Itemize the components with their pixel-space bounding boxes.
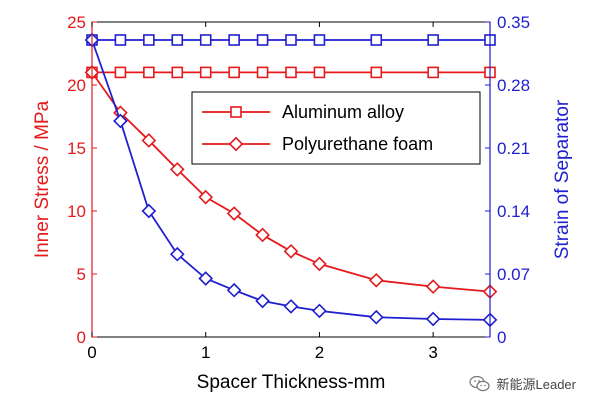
series-4-marker	[255, 293, 270, 309]
x-axis-title: Spacer Thickness-mm	[197, 372, 386, 393]
left-y-tick-label: 0	[77, 328, 86, 347]
series-1-marker	[143, 66, 155, 79]
series-2-marker	[141, 133, 157, 148]
right-y-tick-label: 0.28	[497, 76, 530, 95]
series-2-marker	[425, 279, 441, 294]
wechat-icon	[468, 375, 490, 391]
right-y-tick-label: 0.35	[497, 13, 530, 32]
left-y-tick-label: 15	[67, 139, 86, 158]
left-y-tick-label: 5	[77, 265, 86, 284]
series-1-marker	[370, 66, 383, 79]
series-2-marker	[198, 189, 214, 205]
series-2-marker	[255, 227, 270, 243]
series-4-marker	[113, 113, 128, 129]
series-1-marker	[313, 66, 326, 79]
series-1-marker	[199, 66, 212, 79]
series-3-marker	[427, 34, 439, 46]
right-y-tick-label: 0.21	[497, 139, 530, 158]
series-1-marker	[427, 66, 439, 79]
series-4-marker	[425, 311, 441, 327]
series-3-marker	[370, 34, 383, 46]
left-y-tick-label: 10	[67, 202, 86, 221]
series-3-marker	[285, 34, 297, 46]
series-3-marker	[228, 34, 240, 46]
series-3-marker	[199, 34, 212, 46]
series-1-marker	[171, 66, 184, 79]
right-y-tick-label: 0.14	[497, 202, 530, 221]
legend-marker	[230, 106, 242, 118]
series-3-marker	[171, 34, 184, 46]
x-tick-label: 0	[87, 343, 96, 362]
series-4-marker	[169, 246, 185, 262]
series-4-marker	[283, 299, 299, 314]
series-4-marker	[368, 309, 384, 325]
series-1-marker	[285, 66, 297, 79]
series-3-marker	[256, 34, 269, 46]
series-4-marker	[198, 271, 214, 286]
watermark-text: 新能源Leader	[496, 377, 576, 392]
left-y-tick-label: 20	[67, 76, 86, 95]
series-1-marker	[114, 66, 127, 79]
right-y-tick-label: 0	[497, 328, 506, 347]
left-y-tick-label: 25	[67, 13, 86, 32]
series-4-marker	[312, 303, 327, 319]
legend-box	[191, 91, 481, 165]
legend-label: Polyurethane foam	[282, 134, 433, 154]
series-1-marker	[256, 66, 269, 79]
series-2-marker	[226, 206, 242, 221]
series-2-line	[91, 71, 491, 293]
legend-label: Aluminum alloy	[282, 102, 404, 122]
left-y-axis-title: Inner Stress / MPa	[32, 100, 53, 258]
x-tick-label: 3	[428, 343, 437, 362]
series-3-marker	[143, 34, 155, 46]
watermark: 新能源Leader	[468, 374, 576, 393]
x-tick-label: 1	[201, 343, 210, 362]
x-tick-label: 2	[315, 343, 324, 362]
series-2-marker	[283, 243, 299, 259]
series-1-marker	[228, 66, 240, 79]
series-3-marker	[114, 34, 127, 46]
series-2-marker	[368, 272, 384, 288]
right-y-tick-label: 0.07	[497, 265, 530, 284]
series-2-marker	[312, 256, 327, 272]
series-3-marker	[313, 34, 326, 46]
legend-marker	[228, 136, 244, 152]
series-4-marker	[141, 203, 157, 219]
series-2-marker	[169, 162, 185, 177]
series-4-line	[91, 39, 491, 321]
right-y-axis-title: Strain of Separator	[552, 99, 573, 259]
series-4-marker	[226, 282, 242, 298]
